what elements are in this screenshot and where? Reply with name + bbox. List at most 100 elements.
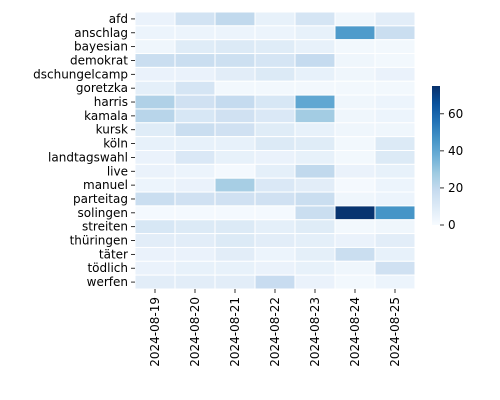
- y-tick-label: kursk: [96, 123, 128, 137]
- heatmap-cell: [134, 163, 176, 179]
- heatmap-cell: [254, 260, 296, 276]
- heatmap-cell: [294, 191, 336, 207]
- y-tick-label: täter: [99, 247, 128, 261]
- heatmap-cell: [294, 205, 336, 221]
- heatmap-cell: [374, 25, 416, 41]
- heatmap-cell: [334, 11, 376, 27]
- heatmap-cell: [254, 274, 296, 290]
- heatmap-cell: [174, 163, 216, 179]
- heatmap-cell: [334, 163, 376, 179]
- heatmap-cell: [134, 177, 176, 193]
- x-tick-label: 2024-08-23: [308, 297, 322, 367]
- heatmap-cell: [174, 25, 216, 41]
- heatmap-cell: [214, 25, 256, 41]
- heatmap-cell: [134, 53, 176, 68]
- heatmap-cell: [134, 136, 176, 151]
- heatmap-cell: [334, 66, 376, 82]
- heatmap-cell: [334, 94, 376, 110]
- heatmap-cell: [134, 246, 176, 262]
- y-tick-label: parteitag: [73, 192, 128, 206]
- heatmap-cell: [134, 94, 176, 110]
- heatmap-cell: [334, 205, 376, 221]
- y-tick-label: afd: [109, 12, 128, 26]
- x-tick-label: 2024-08-22: [268, 297, 282, 367]
- heatmap-cell: [214, 191, 256, 207]
- y-tick-label: solingen: [78, 206, 128, 220]
- heatmap-cell: [374, 191, 416, 207]
- x-tick-label: 2024-08-20: [188, 297, 202, 367]
- heatmap-cell: [374, 150, 416, 165]
- heatmap-cell: [374, 163, 416, 179]
- heatmap-cell: [374, 136, 416, 151]
- y-tick-label: harris: [94, 95, 128, 109]
- heatmap-cell: [334, 177, 376, 193]
- heatmap-cell: [134, 219, 176, 235]
- heatmap-cell: [134, 108, 176, 124]
- heatmap-cell: [134, 191, 176, 207]
- heatmap-cell: [134, 150, 176, 165]
- heatmap-cell: [214, 246, 256, 262]
- heatmap-cell: [214, 80, 256, 96]
- heatmap-cell: [134, 39, 176, 55]
- y-tick-label: anschlag: [74, 26, 128, 40]
- heatmap-cell: [254, 80, 296, 96]
- heatmap-cell: [294, 246, 336, 262]
- heatmap-cell: [254, 122, 296, 138]
- heatmap-cell: [174, 150, 216, 165]
- heatmap-cell: [374, 108, 416, 124]
- y-tick-label: tödlich: [87, 261, 128, 275]
- heatmap-cell: [214, 177, 256, 193]
- heatmap-cell: [334, 274, 376, 290]
- heatmap-cell: [134, 233, 176, 248]
- heatmap-cell: [174, 39, 216, 55]
- heatmap-cell: [174, 53, 216, 68]
- heatmap-cell: [294, 233, 336, 248]
- heatmap-cell: [174, 246, 216, 262]
- colorbar-tick-label: 60: [448, 107, 463, 121]
- heatmap-cell: [374, 177, 416, 193]
- y-tick-label: landtagswahl: [48, 150, 128, 164]
- heatmap-cell: [134, 260, 176, 276]
- heatmap-cell: [294, 39, 336, 55]
- heatmap-cell: [334, 39, 376, 55]
- heatmap-cell: [254, 25, 296, 41]
- y-tick-label: dschungelcamp: [33, 67, 128, 81]
- heatmap-cell: [374, 205, 416, 221]
- heatmap-cell: [294, 177, 336, 193]
- y-tick-label: bayesian: [74, 40, 128, 54]
- heatmap-cell: [294, 53, 336, 68]
- heatmap-cell: [374, 260, 416, 276]
- heatmap-cell: [374, 233, 416, 248]
- heatmap-cell: [374, 122, 416, 138]
- y-tick-label: köln: [103, 137, 128, 151]
- heatmap-cell: [294, 11, 336, 27]
- heatmap-cell: [374, 246, 416, 262]
- heatmap-cell: [174, 122, 216, 138]
- heatmap-cell: [294, 94, 336, 110]
- heatmap-cell: [294, 274, 336, 290]
- heatmap-cell: [134, 80, 176, 96]
- colorbar-tick-label: 0: [448, 218, 456, 232]
- heatmap-cell: [334, 260, 376, 276]
- heatmap-cell: [374, 53, 416, 68]
- heatmap-cell: [374, 94, 416, 110]
- y-tick-label: manuel: [83, 178, 128, 192]
- x-tick-label: 2024-08-19: [148, 297, 162, 367]
- heatmap-cells: [134, 11, 416, 290]
- heatmap-cell: [174, 219, 216, 235]
- heatmap-cell: [254, 233, 296, 248]
- heatmap-cell: [214, 163, 256, 179]
- heatmap-cell: [254, 53, 296, 68]
- y-tick-label: thüringen: [70, 234, 128, 248]
- y-tick-label: demokrat: [70, 53, 128, 67]
- heatmap-cell: [374, 11, 416, 27]
- heatmap-cell: [134, 205, 176, 221]
- heatmap-cell: [374, 219, 416, 235]
- heatmap-cell: [134, 25, 176, 41]
- heatmap-cell: [334, 53, 376, 68]
- y-tick-label: goretzka: [76, 81, 128, 95]
- heatmap-cell: [334, 108, 376, 124]
- colorbar: 0 20 40 60: [432, 86, 463, 232]
- heatmap-cell: [294, 219, 336, 235]
